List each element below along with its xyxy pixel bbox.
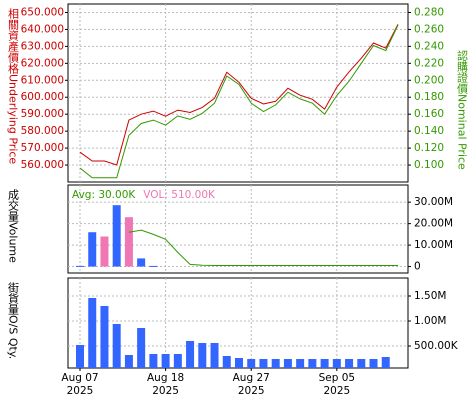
bar [76,265,84,267]
bar [124,217,133,267]
x-tick-label: Aug 07 [61,372,98,384]
y2-tick-label: 0.180 [414,91,444,103]
y2-tick-label: 0.280 [414,6,444,18]
y-tick-label: 610.000 [21,74,64,86]
bar [283,359,292,368]
y-tick-label: 580.000 [21,125,64,137]
bar [345,359,354,368]
bar [296,359,305,368]
y2-tick-label: 0.220 [414,57,444,69]
y-tick-label: 500.00K [414,340,459,352]
line [128,229,398,266]
y-tick-label: 30.00M [414,196,453,208]
bar [234,358,243,368]
x-tick-label: Sep 05 [319,372,356,384]
y-tick-label: 590.000 [21,108,64,120]
y-axis-label: 街貨量O/S Qty. [7,281,20,360]
bar [149,265,158,267]
y-tick-label: 640.000 [21,23,64,35]
bar [161,354,170,368]
y-tick-label: 650.000 [21,6,64,18]
x-tick-label: Aug 27 [233,372,270,384]
y-axis-label: 成交量Volume [7,189,20,263]
annotation: Avg: 30.00K [72,189,136,201]
y2-tick-label: 0.200 [414,74,444,86]
x-tick-label: 2025 [323,385,350,397]
bar [308,359,317,368]
y2-tick-label: 0.120 [414,142,444,154]
bar [369,359,378,368]
x-tick-label: 2025 [238,385,265,397]
bar [210,343,219,368]
bar [357,359,366,368]
bar [88,232,97,267]
y-tick-label: 20.00M [414,218,453,230]
bar [222,356,231,368]
bar [381,357,390,368]
y-axis-label: 相關資產價格Underlying Price [7,8,20,165]
bar [332,359,341,368]
bar [186,341,195,368]
y2-tick-label: 0.100 [414,159,444,171]
y-tick-label: 620.000 [21,57,64,69]
y-tick-label: 560.000 [21,159,64,171]
annotation: VOL: 510.00K [143,189,216,201]
panel [67,3,409,183]
y-tick-label: 600.000 [21,91,64,103]
line [79,24,399,179]
bar [198,343,207,368]
bar [112,205,121,267]
y2-axis-label: 認購證價Nominal Price [456,49,469,170]
bar [112,324,121,368]
bar [259,359,268,368]
y-tick-label: 10.00M [414,239,453,251]
y-tick-label: 1.50M [414,290,446,302]
panel [67,277,409,369]
bar [76,345,84,368]
y2-tick-label: 0.140 [414,125,444,137]
bar [149,354,158,368]
x-tick-label: 2025 [152,385,179,397]
y-tick-label: 0 [414,261,421,273]
y2-tick-label: 0.240 [414,40,444,52]
bar [271,359,280,368]
y-tick-label: 1.00M [414,315,446,327]
bar [137,258,146,267]
y-tick-label: 570.000 [21,142,64,154]
bar [320,359,329,368]
bar [100,236,109,267]
bar [247,359,256,368]
x-tick-label: Aug 18 [147,372,184,384]
panel [67,184,409,274]
bar [100,306,109,368]
y2-tick-label: 0.260 [414,23,444,35]
line [79,24,399,166]
bar [88,298,97,368]
bar [137,328,146,368]
x-tick-label: 2025 [67,385,94,397]
y-tick-label: 630.000 [21,40,64,52]
bar [124,355,133,368]
y2-tick-label: 0.160 [414,108,444,120]
bar [173,354,182,368]
